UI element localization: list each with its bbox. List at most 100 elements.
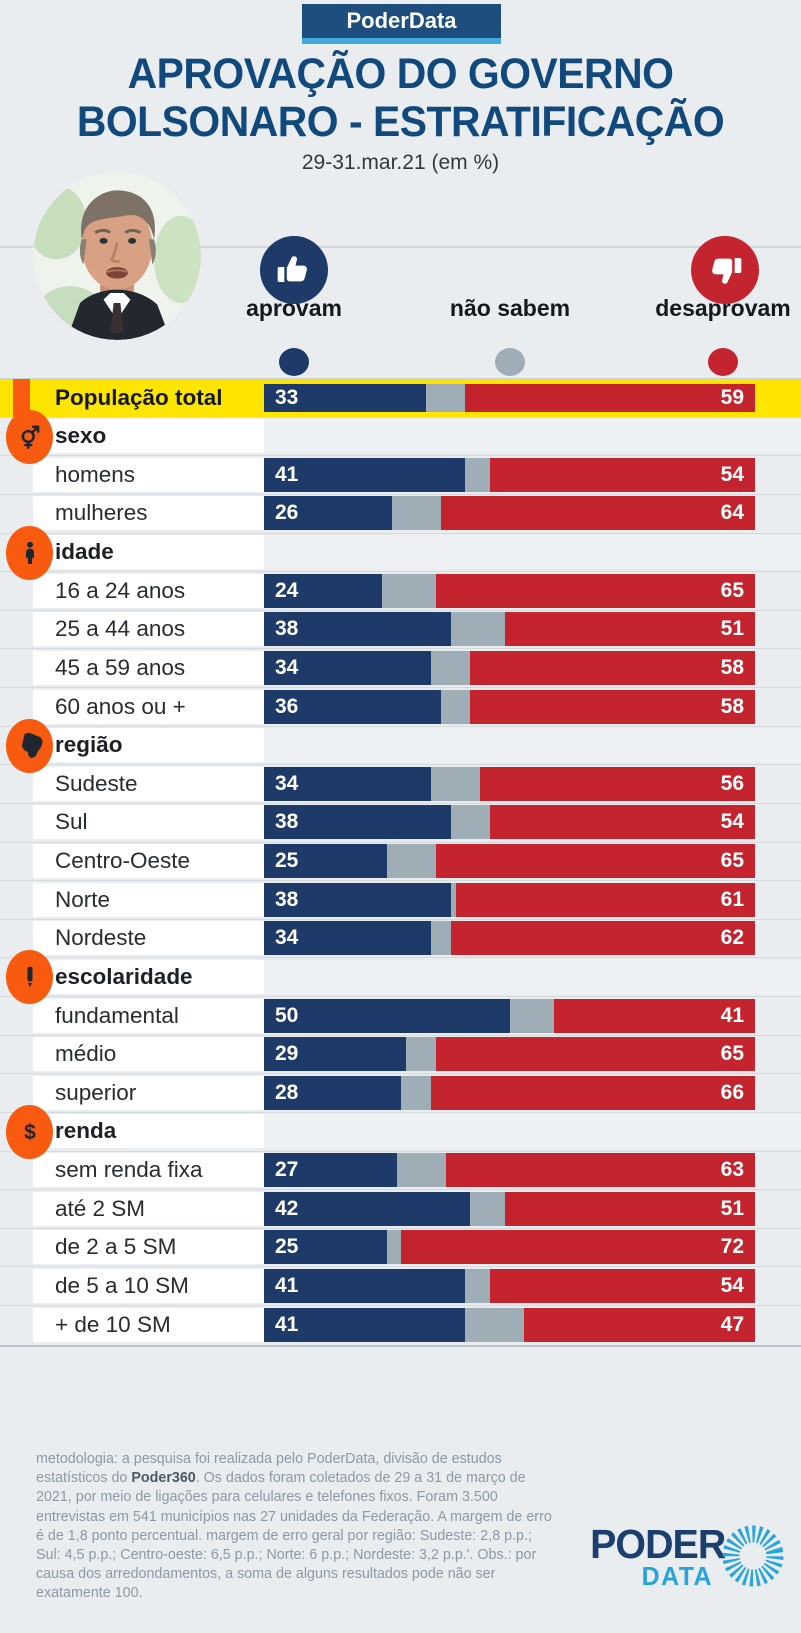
bar-approve: 33	[264, 383, 427, 413]
bar-disapprove: 47	[524, 1307, 755, 1342]
bar-approve: 36	[264, 689, 441, 724]
approve-value: 34	[275, 926, 299, 950]
stacked-bar: 41 47	[264, 1307, 755, 1342]
row-label-bg	[33, 805, 264, 840]
chart-row: de 2 a 5 SM 25 72	[0, 1229, 801, 1268]
bar-dontknow	[450, 805, 490, 840]
bar-disapprove: 61	[455, 882, 755, 917]
bar-disapprove: 54	[489, 1268, 755, 1303]
highlight-marker	[13, 379, 30, 417]
poderdata-logo: PODER DATA	[585, 1524, 785, 1590]
bar-approve: 28	[264, 1075, 402, 1110]
approve-value: 38	[275, 810, 299, 834]
bar-disapprove: 51	[504, 612, 755, 647]
row-label-bg	[33, 457, 264, 492]
section-label: região	[55, 732, 123, 758]
row-label: de 5 a 10 SM	[55, 1272, 189, 1298]
bar-approve: 38	[264, 805, 451, 840]
row-label: mulheres	[55, 500, 148, 526]
chart-row: Norte 38 61	[0, 881, 801, 920]
bar-disapprove: 66	[430, 1075, 755, 1110]
row-label-bg	[33, 1230, 264, 1265]
bar-dontknow	[426, 383, 466, 413]
chart-row: homens 41 54	[0, 456, 801, 495]
bar-disapprove: 59	[465, 383, 755, 413]
bar-dontknow	[406, 1037, 436, 1072]
bar-approve: 38	[264, 882, 451, 917]
row-label: até 2 SM	[55, 1195, 146, 1221]
row-label: 60 anos ou +	[55, 693, 186, 719]
section-label-bg	[33, 1114, 264, 1149]
chart-row: superior 28 66	[0, 1074, 801, 1113]
approve-value: 26	[275, 501, 299, 525]
bar-disapprove: 65	[435, 1037, 755, 1072]
title-line-2: BOLSONARO - ESTRATIFICAÇÃO	[76, 98, 725, 146]
stacked-bar: 38 51	[264, 612, 755, 647]
bar-disapprove: 58	[470, 689, 755, 724]
row-label: 25 a 44 anos	[55, 616, 186, 642]
stacked-bar: 28 66	[264, 1075, 755, 1110]
approve-circle	[260, 236, 328, 304]
approve-value: 38	[275, 617, 299, 641]
disapprove-value: 41	[720, 1003, 744, 1027]
disapprove-value: 62	[720, 926, 744, 950]
row-label-bg	[33, 1153, 264, 1187]
bar-dontknow	[465, 1307, 525, 1342]
approve-value: 34	[275, 771, 299, 795]
bar-dontknow	[465, 457, 490, 492]
row-label-bg	[33, 1307, 264, 1342]
bar-disapprove: 51	[504, 1191, 755, 1226]
survey-date-subtitle: 29-31.mar.21 (em %)	[301, 151, 500, 174]
chart-row: 25 a 44 anos 38 51	[0, 611, 801, 650]
bar-disapprove: 58	[470, 650, 755, 685]
section-row-região: região	[0, 718, 801, 773]
row-label: homens	[55, 461, 136, 487]
stacked-bar: 41 54	[264, 457, 755, 492]
bar-disapprove: 54	[489, 805, 755, 840]
bar-disapprove: 65	[435, 844, 755, 878]
bar-disapprove: 64	[440, 496, 755, 531]
approve-value: 41	[275, 1273, 299, 1297]
bar-dontknow	[386, 1230, 402, 1265]
bar-disapprove: 65	[435, 573, 755, 608]
bar-disapprove: 54	[489, 457, 755, 492]
bar-dontknow	[509, 998, 554, 1033]
stacked-bar-chart: População total 33 59 sexo homens 41 54 mulhere…	[0, 378, 801, 1347]
approve-value: 25	[275, 849, 299, 872]
row-label-bg	[33, 1075, 264, 1110]
bar-dontknow	[450, 612, 505, 647]
stacked-bar: 41 54	[264, 1268, 755, 1303]
poderdata-badge: PoderData	[302, 4, 501, 44]
row-label: População total	[55, 384, 223, 410]
chart-row: médio 29 65	[0, 1036, 801, 1075]
stacked-bar: 50 41	[264, 998, 755, 1033]
bar-approve: 42	[264, 1191, 471, 1226]
stacked-bar: 25 65	[264, 844, 755, 878]
bolsonaro-photo	[33, 172, 201, 340]
approve-value: 33	[275, 385, 299, 409]
section-label-bg	[33, 959, 264, 994]
bar-dontknow	[470, 1191, 505, 1226]
bar-disapprove: 63	[445, 1153, 755, 1187]
row-label-bg	[33, 612, 264, 647]
row-label-bg	[33, 998, 264, 1033]
approve-value: 29	[275, 1042, 299, 1066]
disapprove-value: 54	[720, 462, 744, 486]
disapprove-value: 54	[720, 810, 744, 834]
chart-row: 60 anos ou + 36 58	[0, 688, 801, 727]
divider-line	[0, 246, 801, 248]
chart-row: de 5 a 10 SM 41 54	[0, 1267, 801, 1306]
gender-icon	[6, 409, 53, 464]
disapprove-value: 72	[720, 1235, 744, 1259]
disapprove-value: 63	[720, 1158, 744, 1181]
section-label: idade	[55, 539, 114, 564]
brazil-map-icon	[6, 718, 53, 773]
approve-value: 50	[275, 1003, 299, 1027]
chart-row: fundamental 50 41	[0, 997, 801, 1036]
page-title: APROVAÇÃO DO GOVERNO BOLSONARO - ESTRATI…	[20, 50, 781, 146]
row-label-bg	[33, 844, 264, 878]
approve-value: 42	[275, 1196, 299, 1220]
bar-disapprove: 41	[553, 998, 755, 1033]
bar-approve: 26	[264, 496, 392, 531]
